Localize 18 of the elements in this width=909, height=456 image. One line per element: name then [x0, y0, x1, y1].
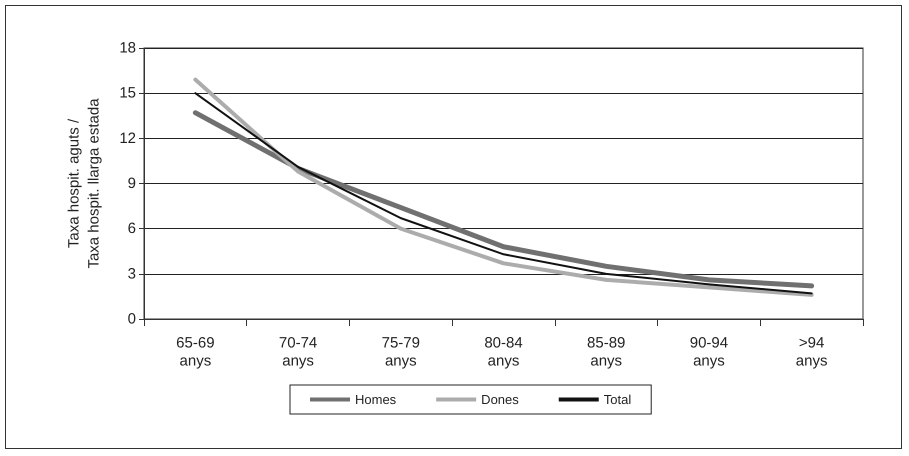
x-tick-label: 90-94 anys — [690, 334, 728, 370]
legend-label: Dones — [481, 392, 520, 407]
x-tick-label: 65-69 anys — [176, 334, 215, 370]
legend-label: Total — [604, 392, 632, 407]
legend-label: Homes — [355, 392, 397, 407]
y-tick-label: 0 — [128, 310, 136, 328]
y-tick-label: 6 — [128, 220, 136, 238]
x-tick-label: 85-89 anys — [587, 334, 626, 370]
x-tick-label: 80-84 anys — [484, 334, 523, 370]
x-tick-label: >94 anys — [796, 334, 828, 370]
x-tick-label: 70-74 anys — [278, 334, 318, 370]
y-tick-label: 18 — [119, 40, 136, 56]
y-tick-label: 3 — [128, 265, 136, 282]
y-tick-label: 12 — [119, 130, 136, 147]
y-tick-label: 9 — [128, 175, 136, 192]
y-tick-label: 15 — [119, 84, 136, 102]
x-tick-label: 75-79 anys — [382, 334, 420, 370]
y-axis-title: Taxa hospit. aguts / Taxa hospit. llarga estada — [66, 98, 102, 269]
